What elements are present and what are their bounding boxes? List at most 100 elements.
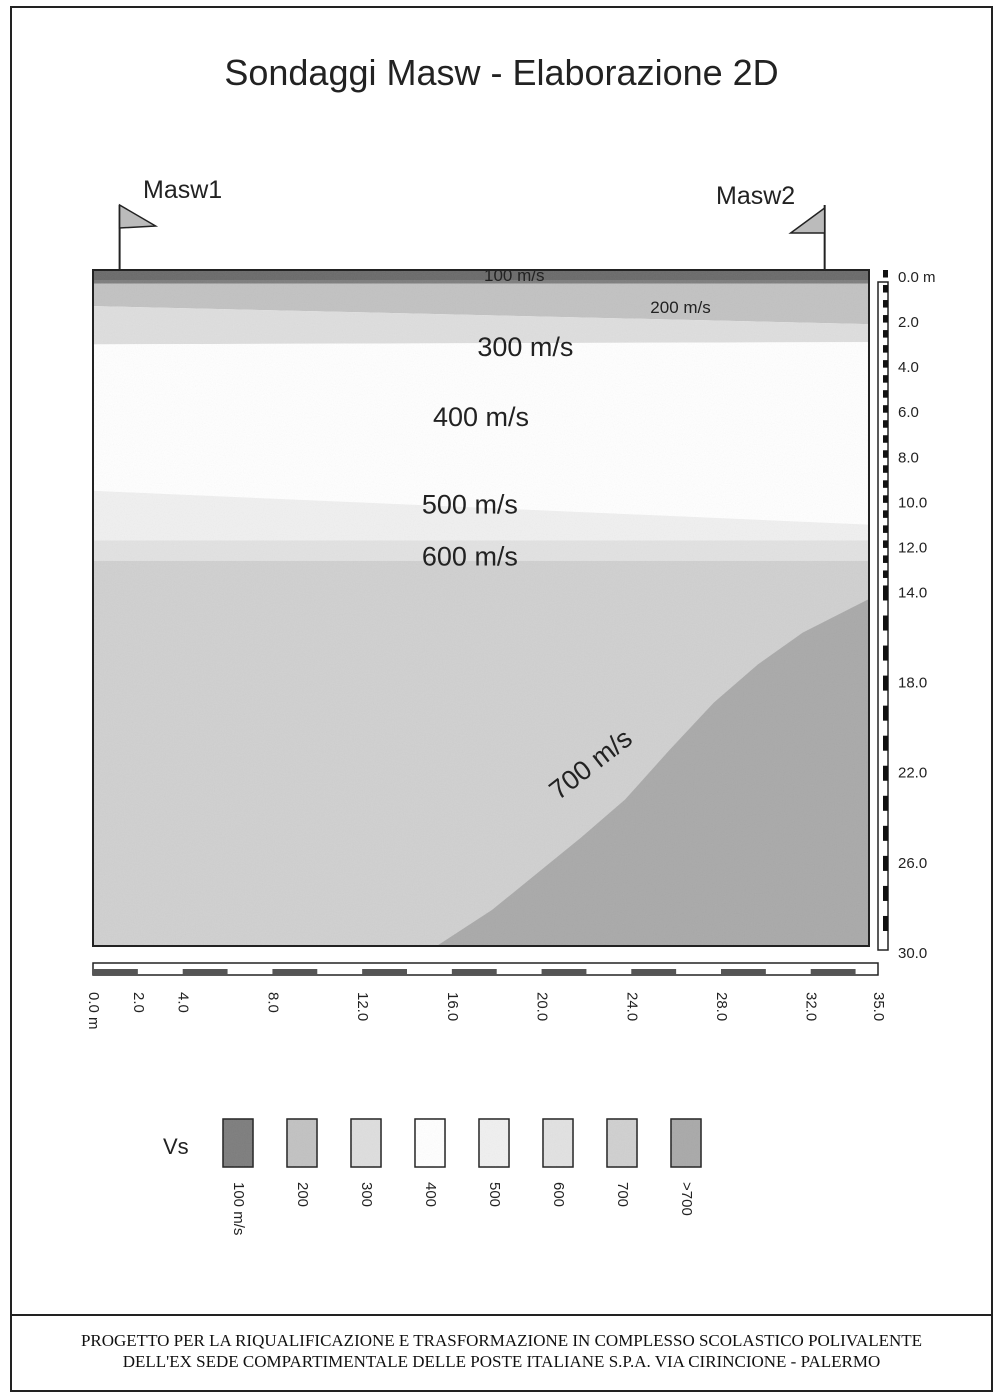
footer: PROGETTO PER LA RIQUALIFICAZIONE E TRASF… xyxy=(10,1314,993,1372)
distance-tick-label: 8.0 xyxy=(264,992,281,1013)
depth-scale-segment xyxy=(883,795,888,811)
layer-label-100: 100 m/s xyxy=(484,266,544,285)
legend-label-800: >700 xyxy=(678,1182,695,1216)
depth-scale-segment xyxy=(883,390,888,398)
distance-scale-segment xyxy=(272,969,318,975)
depth-scale-segment xyxy=(883,285,888,293)
marker-flag-2 xyxy=(788,206,826,234)
depth-tick-label: 6.0 xyxy=(898,404,919,421)
marker-label-masw2: Masw2 xyxy=(716,182,796,210)
legend-label-400: 400 xyxy=(422,1182,439,1207)
depth-scale-segment xyxy=(883,525,888,533)
depth-scale-segment xyxy=(883,765,888,781)
depth-tick-label: 30.0 xyxy=(898,945,927,962)
depth-scale-segment xyxy=(883,420,888,428)
marker-label-masw1: Masw1 xyxy=(143,176,223,204)
footer-line-2: DELL'EX SEDE COMPARTIMENTALE DELLE POSTE… xyxy=(122,1352,881,1371)
chart-title: Sondaggi Masw - Elaborazione 2D xyxy=(224,52,779,93)
legend-label-200: 200 xyxy=(294,1182,311,1207)
depth-scale-segment xyxy=(883,675,888,691)
depth-scale-segment xyxy=(883,915,888,931)
marker-flag-1 xyxy=(118,203,159,229)
depth-scale-segment xyxy=(883,615,888,631)
legend-swatch-texture xyxy=(607,1119,637,1167)
legend-title: Vs xyxy=(163,1134,189,1159)
depth-scale-segment xyxy=(883,405,888,413)
depth-scale-segment xyxy=(883,735,888,751)
distance-scale-segment xyxy=(362,969,407,975)
legend-swatch-texture xyxy=(351,1119,381,1167)
legend-swatch-texture xyxy=(479,1119,509,1167)
depth-tick-label: 22.0 xyxy=(898,765,927,782)
depth-scale-segment xyxy=(883,645,888,661)
plot-border xyxy=(92,269,870,947)
depth-axis: 0.0 m 2.0 4.0 6.0 8.0 10.0 12.0 14.0 18.0 22.0 26.… xyxy=(877,269,936,962)
depth-scale-segment xyxy=(883,300,888,308)
layer-label-300: 300 m/s xyxy=(477,332,573,362)
depth-scale-segment xyxy=(883,450,888,458)
depth-tick-label: 10.0 xyxy=(898,494,927,511)
texture-overlay xyxy=(93,270,869,946)
legend-swatch-texture xyxy=(543,1119,573,1167)
depth-scale-segment xyxy=(883,570,888,578)
distance-scale-segment xyxy=(93,969,138,975)
distance-axis: 0.0 m 2.0 4.0 8.0 12.0 16.0 20.0 24.0 28.0 32.0 35… xyxy=(85,962,887,1030)
depth-scale-segment xyxy=(883,315,888,323)
legend-swatch-texture xyxy=(671,1119,701,1167)
distance-tick-label: 2.0 xyxy=(130,992,147,1013)
legend-label-700: 700 xyxy=(614,1182,631,1207)
legend-label-300: 300 xyxy=(358,1182,375,1207)
depth-scale-segment xyxy=(883,495,888,503)
layer-label-600: 600 m/s xyxy=(422,542,518,572)
depth-scale-segment xyxy=(883,705,888,721)
velocity-section-chart: 100 m/s 200 m/s 300 m/s 400 m/s 500 m/s 600 m… xyxy=(85,203,936,1235)
distance-tick-label: 20.0 xyxy=(534,992,551,1021)
distance-scale-segment xyxy=(721,969,766,975)
depth-tick-label: 4.0 xyxy=(898,359,919,376)
depth-tick-label: 14.0 xyxy=(898,584,927,601)
distance-scale-segment xyxy=(631,969,677,975)
legend-swatch-texture xyxy=(415,1119,445,1167)
depth-scale-segment xyxy=(883,540,888,548)
depth-scale-segment xyxy=(883,270,888,278)
distance-scale-segment xyxy=(451,969,497,975)
legend-label-500: 500 xyxy=(486,1182,503,1207)
depth-scale-segment xyxy=(883,480,888,488)
depth-scale-segment xyxy=(883,825,888,841)
depth-scale-segment xyxy=(883,555,888,563)
depth-scale-segment xyxy=(883,345,888,353)
depth-scale-segment xyxy=(883,465,888,473)
distance-tick-label: 0.0 m xyxy=(85,992,102,1030)
depth-scale-segment xyxy=(883,330,888,338)
depth-scale-segment xyxy=(883,855,888,871)
depth-scale-segment xyxy=(883,585,888,601)
distance-scale-segment xyxy=(810,969,856,975)
distance-tick-label: 35.0 xyxy=(870,992,887,1021)
depth-scale-segment xyxy=(883,375,888,383)
distance-scale-segment xyxy=(541,969,587,975)
legend-swatch-texture xyxy=(287,1119,317,1167)
layer-label-400: 400 m/s xyxy=(433,402,529,432)
depth-scale-segment xyxy=(883,360,888,368)
depth-tick-label: 26.0 xyxy=(898,855,927,872)
markers xyxy=(118,203,826,270)
distance-tick-label: 16.0 xyxy=(444,992,461,1021)
distance-tick-label: 24.0 xyxy=(623,992,640,1021)
distance-tick-label: 32.0 xyxy=(803,992,820,1021)
depth-tick-label: 18.0 xyxy=(898,675,927,692)
legend-label-600: 600 xyxy=(550,1182,567,1207)
depth-tick-label: 8.0 xyxy=(898,449,919,466)
depth-scale-segment xyxy=(883,435,888,443)
distance-tick-label: 12.0 xyxy=(354,992,371,1021)
legend-swatch-texture xyxy=(223,1119,253,1167)
layer-label-500: 500 m/s xyxy=(422,490,518,520)
depth-tick-label: 12.0 xyxy=(898,539,927,556)
layer-label-200: 200 m/s xyxy=(650,298,710,317)
distance-tick-label: 28.0 xyxy=(713,992,730,1021)
legend: 100 m/s 200 300 400 500 600 700 >700 xyxy=(222,1118,702,1235)
footer-line-1: PROGETTO PER LA RIQUALIFICAZIONE E TRASF… xyxy=(80,1331,923,1350)
depth-scale-segment xyxy=(883,885,888,901)
depth-scale-segment xyxy=(883,510,888,518)
distance-scale-segment xyxy=(182,969,228,975)
legend-label-100: 100 m/s xyxy=(230,1182,247,1235)
